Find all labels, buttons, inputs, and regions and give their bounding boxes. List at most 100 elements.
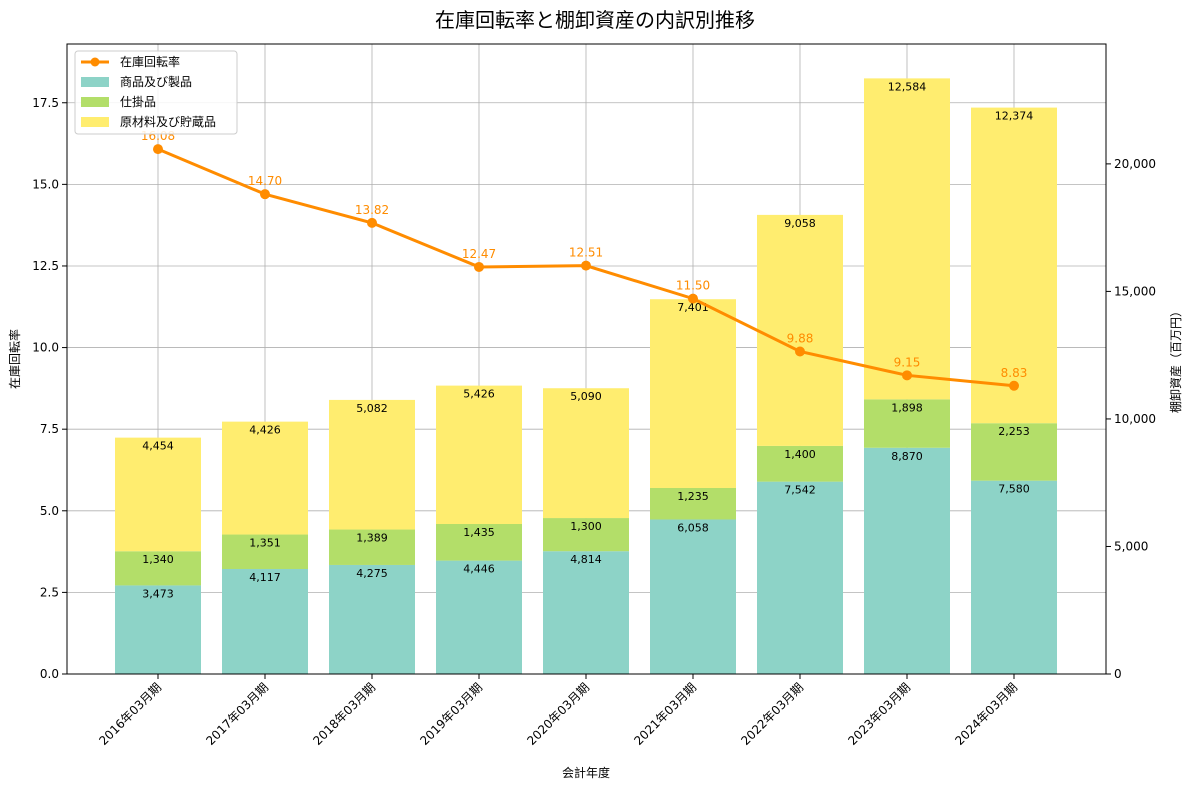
right-axis-tick-label: 0	[1114, 667, 1122, 681]
bar-segment	[650, 299, 736, 488]
right-axis-tick-label: 10,000	[1114, 412, 1156, 426]
bar-value-label: 7,580	[998, 483, 1030, 496]
bar-value-label: 7,401	[677, 301, 709, 314]
x-axis-tick-label: 2022年03月期	[738, 680, 806, 748]
left-axis-tick-label: 5.0	[40, 504, 59, 518]
left-axis-tick-label: 17.5	[32, 96, 59, 110]
legend-box	[74, 50, 238, 135]
turnover-value-label: 14.70	[248, 174, 282, 188]
bar-value-label: 4,446	[463, 563, 495, 576]
turnover-point	[474, 261, 484, 272]
bar-value-label: 4,117	[249, 571, 281, 584]
bar-value-label: 1,340	[142, 553, 174, 566]
right-axis-label: 棚卸資産（百万円）	[1168, 305, 1183, 413]
bar-value-label: 1,235	[677, 490, 709, 503]
bar-value-label: 12,584	[888, 80, 927, 93]
left-axis-label: 在庫回転率	[7, 329, 22, 389]
bar-segment	[650, 487, 736, 520]
x-axis-tick-label: 2020年03月期	[524, 680, 592, 748]
bar-value-label: 3,473	[142, 587, 174, 600]
bar-segment	[436, 523, 522, 561]
bar-segment	[329, 399, 415, 530]
right-axis-tick-label: 20,000	[1114, 157, 1156, 171]
bar-value-label: 9,058	[784, 217, 816, 230]
legend-swatch	[81, 117, 109, 127]
bar-value-label: 1,898	[891, 401, 923, 414]
turnover-point	[688, 293, 698, 304]
turnover-value-label: 11.50	[676, 279, 710, 293]
x-axis-tick-label: 2016年03月期	[96, 680, 164, 748]
bar-labels-layer: 3,473 1,340 4,454 4,117 1,351 4,426 4,275 1,389…	[142, 80, 1033, 600]
turnover-value-label: 9.15	[894, 355, 921, 369]
x-axis-tick-label: 2023年03月期	[845, 680, 913, 748]
bar-segment	[436, 560, 522, 674]
bar-value-label: 6,058	[677, 521, 709, 534]
left-axis-tick-label: 0.0	[40, 667, 59, 681]
bar-segment	[971, 480, 1057, 674]
bar-value-label: 1,389	[356, 532, 388, 545]
turnover-value-label: 12.51	[569, 246, 603, 260]
bar-segment	[864, 78, 950, 400]
right-axis-tick-label: 5,000	[1114, 539, 1148, 553]
x-axis-tick-label: 2021年03月期	[631, 680, 699, 748]
bar-segment	[650, 519, 736, 674]
bar-value-label: 8,870	[891, 450, 923, 463]
bar-segment	[971, 423, 1057, 481]
legend-label: 原材料及び貯蔵品	[120, 115, 216, 129]
left-axis-tick-label: 10.0	[32, 341, 59, 355]
turnover-point	[153, 144, 163, 155]
bar-segment	[543, 551, 629, 674]
bar-segment	[757, 214, 843, 446]
bar-value-label: 1,300	[570, 520, 602, 533]
bar-value-label: 5,082	[356, 402, 388, 415]
x-axis-tick-label: 2017年03月期	[203, 680, 271, 748]
turnover-value-label: 8.83	[1001, 366, 1028, 380]
bar-segment	[222, 568, 308, 674]
bar-value-label: 1,435	[463, 526, 495, 539]
bar-segment	[222, 421, 308, 535]
turnover-value-label: 13.82	[355, 203, 389, 217]
bar-value-label: 1,400	[784, 448, 816, 461]
legend-label: 仕掛品	[120, 94, 156, 109]
x-axis-tick-label: 2018年03月期	[310, 680, 378, 748]
x-axis-tick-label: 2024年03月期	[952, 680, 1020, 748]
bar-segment	[115, 437, 201, 552]
bar-segment	[971, 107, 1057, 424]
bar-segment	[864, 447, 950, 674]
turnover-value-label: 9.88	[787, 331, 814, 345]
bar-value-label: 5,090	[570, 390, 602, 403]
x-axis-tick-label: 2019年03月期	[417, 680, 485, 748]
bar-segment	[329, 529, 415, 565]
legend-label: 商品及び製品	[120, 74, 192, 89]
bar-value-label: 4,426	[249, 424, 281, 437]
bar-segment	[329, 564, 415, 674]
bar-value-label: 5,426	[463, 388, 495, 401]
bar-value-label: 7,542	[784, 484, 816, 497]
bar-value-label: 4,814	[570, 553, 602, 566]
bar-value-label: 2,253	[998, 425, 1030, 438]
bar-segment	[436, 385, 522, 524]
x-axis-label: 会計年度	[562, 765, 610, 780]
bar-value-label: 4,275	[356, 567, 388, 580]
bar-segment	[757, 481, 843, 674]
legend-swatch	[81, 77, 109, 87]
turnover-value-label: 12.47	[462, 247, 496, 261]
bar-value-label: 1,351	[249, 537, 281, 550]
legend-swatch	[81, 97, 109, 107]
right-axis-tick-label: 15,000	[1114, 284, 1156, 298]
left-axis-tick-label: 7.5	[40, 422, 59, 436]
bar-value-label: 12,374	[995, 110, 1034, 123]
left-axis-tick-label: 12.5	[32, 259, 59, 273]
bar-value-label: 4,454	[142, 440, 174, 453]
left-axis-tick-label: 2.5	[40, 585, 59, 599]
turnover-point	[581, 260, 591, 271]
turnover-point	[367, 217, 377, 228]
turnover-point	[795, 346, 805, 357]
left-axis-tick-label: 15.0	[32, 177, 59, 191]
chart-title: 在庫回転率と棚卸資産の内訳別推移	[435, 8, 755, 32]
bar-segment	[864, 399, 950, 448]
bar-segment	[115, 585, 201, 674]
